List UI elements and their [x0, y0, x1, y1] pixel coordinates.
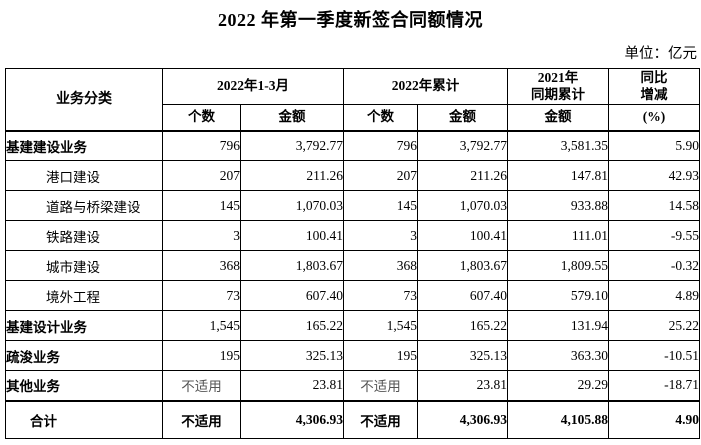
value-cell: 23.81: [417, 370, 508, 401]
value-cell: 3,792.77: [417, 129, 508, 161]
header-yoy-change: 同比 增减: [608, 68, 700, 105]
value-cell: 579.10: [507, 280, 609, 311]
value-cell: 368: [343, 250, 418, 281]
value-cell: 145: [162, 190, 241, 221]
value-cell: 3,792.77: [240, 129, 344, 161]
value-cell: 14.58: [608, 190, 700, 221]
value-cell: 195: [343, 340, 418, 371]
header-2022-jan-mar: 2022年1-3月: [162, 68, 344, 105]
subheader-count-q1: 个数: [162, 104, 241, 131]
value-cell: 5.90: [608, 129, 700, 161]
category-cell: 铁路建设: [5, 220, 163, 251]
value-cell: 211.26: [417, 160, 508, 191]
value-cell: 23.81: [240, 370, 344, 401]
value-cell: 4.90: [608, 399, 700, 439]
value-cell: 131.94: [507, 310, 609, 341]
table-row: 基建建设业务 796 3,792.77 796 3,792.77 3,581.35 5.90: [5, 129, 700, 161]
value-cell: 796: [343, 129, 418, 161]
value-cell: 363.30: [507, 340, 609, 371]
subheader-amount-q1: 金额: [240, 104, 344, 131]
value-cell: 1,070.03: [417, 190, 508, 221]
value-cell: 1,803.67: [417, 250, 508, 281]
subheader-yoy-percent: (%): [608, 104, 700, 131]
value-cell: 73: [343, 280, 418, 311]
subheader-amount-2021: 金额: [507, 104, 609, 131]
table-row: 基建设计业务 1,545 165.22 1,545 165.22 131.94 25.22: [5, 310, 700, 341]
table-body: 基建建设业务 796 3,792.77 796 3,792.77 3,581.35 5.90…: [5, 129, 700, 439]
value-cell: 不适用: [343, 399, 418, 439]
header-row-subheaders: 个数 金额 个数 金额 金额 (%): [6, 104, 700, 131]
value-cell: -9.55: [608, 220, 700, 251]
value-cell: 607.40: [240, 280, 344, 311]
category-cell: 基建设计业务: [5, 310, 163, 341]
value-cell: 不适用: [162, 370, 241, 401]
value-cell: 111.01: [507, 220, 609, 251]
value-cell: -10.51: [608, 340, 700, 371]
value-cell: 42.93: [608, 160, 700, 191]
value-cell: 100.41: [240, 220, 344, 251]
value-cell: 211.26: [240, 160, 344, 191]
category-cell: 境外工程: [5, 280, 163, 311]
table-row: 疏浚业务 195 325.13 195 325.13 363.30 -10.51: [5, 340, 700, 371]
value-cell: 325.13: [240, 340, 344, 371]
category-cell: 道路与桥梁建设: [5, 190, 163, 221]
value-cell: 4,306.93: [240, 399, 344, 439]
value-cell: 29.29: [507, 370, 609, 401]
table-row: 城市建设 368 1,803.67 368 1,803.67 1,809.55 -0.32: [5, 250, 700, 281]
value-cell: 4.89: [608, 280, 700, 311]
table-row: 境外工程 73 607.40 73 607.40 579.10 4.89: [5, 280, 700, 311]
category-cell: 城市建设: [5, 250, 163, 281]
value-cell: 73: [162, 280, 241, 311]
value-cell: 1,809.55: [507, 250, 609, 281]
value-cell: 145: [343, 190, 418, 221]
value-cell: 1,803.67: [240, 250, 344, 281]
value-cell: 368: [162, 250, 241, 281]
subheader-count-cum: 个数: [343, 104, 418, 131]
value-cell: 207: [162, 160, 241, 191]
value-cell: 不适用: [343, 370, 418, 401]
table-row: 道路与桥梁建设 145 1,070.03 145 1,070.03 933.88 14.58: [5, 190, 700, 221]
header-2021-same-period: 2021年 同期累计: [507, 68, 609, 105]
total-row: 合计 不适用 4,306.93 不适用 4,306.93 4,105.88 4.90: [5, 399, 700, 439]
value-cell: 3: [162, 220, 241, 251]
subheader-amount-cum: 金额: [417, 104, 508, 131]
value-cell: -18.71: [608, 370, 700, 401]
category-cell: 港口建设: [5, 160, 163, 191]
category-cell: 其他业务: [5, 370, 163, 401]
value-cell: 100.41: [417, 220, 508, 251]
value-cell: 1,070.03: [240, 190, 344, 221]
value-cell: 1,545: [162, 310, 241, 341]
contracts-table: 业务分类 2022年1-3月 2022年累计 2021年 同期累计 同比 增减 …: [5, 68, 700, 439]
table-row: 港口建设 207 211.26 207 211.26 147.81 42.93: [5, 160, 700, 191]
category-cell: 合计: [5, 399, 163, 439]
page-title: 2022 年第一季度新签合同额情况: [218, 10, 483, 30]
value-cell: 933.88: [507, 190, 609, 221]
table-row: 其他业务 不适用 23.81 不适用 23.81 29.29 -18.71: [5, 370, 700, 401]
header-category: 业务分类: [5, 68, 163, 131]
value-cell: 3: [343, 220, 418, 251]
value-cell: 不适用: [162, 399, 241, 439]
value-cell: 25.22: [608, 310, 700, 341]
value-cell: 207: [343, 160, 418, 191]
category-cell: 疏浚业务: [5, 340, 163, 371]
unit-label: 单位：亿元: [624, 46, 698, 62]
value-cell: 195: [162, 340, 241, 371]
value-cell: 4,105.88: [507, 399, 609, 439]
category-cell: 基建建设业务: [5, 129, 163, 161]
value-cell: 4,306.93: [417, 399, 508, 439]
value-cell: 165.22: [417, 310, 508, 341]
value-cell: -0.32: [608, 250, 700, 281]
table-row: 铁路建设 3 100.41 3 100.41 111.01 -9.55: [5, 220, 700, 251]
value-cell: 325.13: [417, 340, 508, 371]
header-2022-cumulative: 2022年累计: [343, 68, 508, 105]
value-cell: 3,581.35: [507, 129, 609, 161]
value-cell: 796: [162, 129, 241, 161]
value-cell: 607.40: [417, 280, 508, 311]
value-cell: 1,545: [343, 310, 418, 341]
value-cell: 147.81: [507, 160, 609, 191]
table-header: 业务分类 2022年1-3月 2022年累计 2021年 同期累计 同比 增减 …: [5, 68, 700, 131]
header-row-groups: 业务分类 2022年1-3月 2022年累计 2021年 同期累计 同比 增减: [5, 68, 700, 131]
value-cell: 165.22: [240, 310, 344, 341]
